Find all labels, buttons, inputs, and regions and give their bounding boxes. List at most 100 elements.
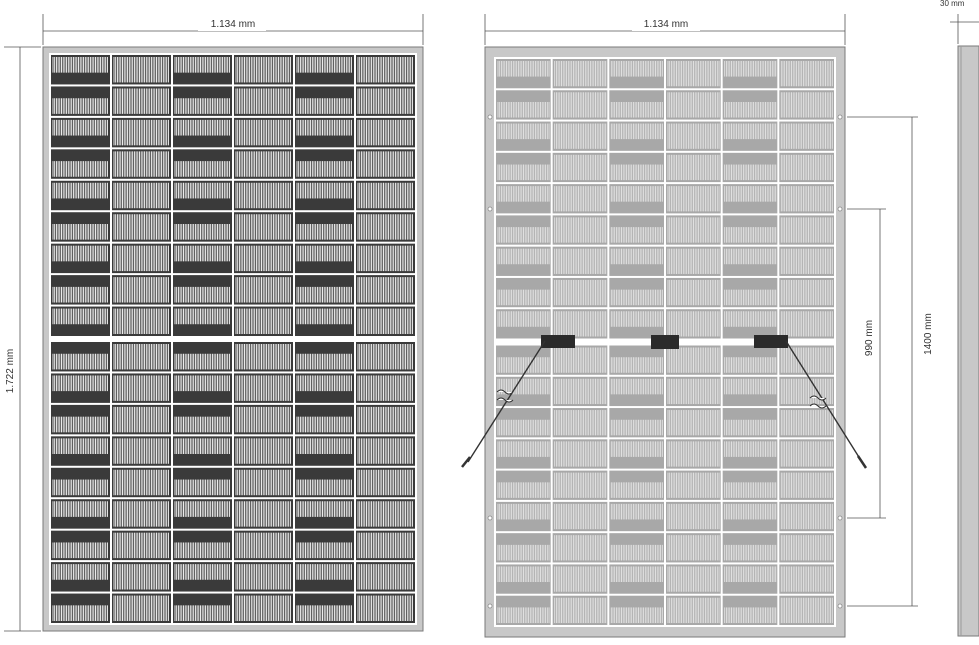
cell-fingers (296, 98, 352, 114)
solar-cell (609, 90, 664, 120)
front-width-label: 1.134 mm (211, 19, 255, 30)
solar-cell (234, 499, 293, 529)
solar-cell (722, 184, 778, 214)
cell-fingers (174, 57, 230, 73)
cell-fingers (357, 438, 413, 464)
cell-fingers (780, 535, 833, 561)
cell-fingers (174, 286, 230, 303)
cell-fingers (724, 186, 777, 202)
cell-fingers (52, 605, 108, 621)
cell-fingers (357, 119, 413, 146)
cell-fingers (780, 378, 833, 405)
cell-fingers (554, 92, 607, 118)
cell-fingers (610, 378, 663, 395)
cell-fingers (52, 501, 108, 517)
solar-cell (112, 404, 171, 435)
cell-fingers (610, 101, 663, 118)
solar-cell (112, 373, 171, 403)
cell-fingers (235, 469, 291, 496)
solar-cell (666, 345, 721, 375)
solar-cell (356, 404, 415, 435)
solar-cell (496, 345, 551, 375)
solar-cell (552, 59, 608, 89)
solar-cell (552, 533, 608, 563)
solar-cell (112, 180, 171, 211)
solar-cell (722, 501, 778, 532)
cell-fingers (52, 182, 108, 199)
cell-fingers (174, 564, 230, 580)
cell-fingers (724, 503, 777, 520)
solar-cell (173, 117, 232, 148)
solar-cell (609, 184, 664, 214)
solar-cell (234, 212, 293, 242)
solar-cell (173, 275, 232, 305)
solar-cell (295, 243, 354, 274)
solar-cell (722, 215, 778, 245)
solar-cell (609, 376, 664, 407)
solar-cell (112, 499, 171, 529)
cell-fingers (724, 248, 777, 265)
solar-cell (173, 562, 232, 592)
cell-fingers (724, 441, 777, 457)
solar-cell (722, 470, 778, 500)
cell-fingers (554, 597, 607, 623)
cell-fingers (357, 245, 413, 272)
solar-cell (51, 55, 110, 85)
solar-cell (173, 180, 232, 211)
front-cell-area (49, 53, 417, 625)
cell-fingers (554, 186, 607, 212)
cell-fingers (357, 469, 413, 496)
solar-cell (295, 180, 354, 211)
solar-cell (496, 439, 551, 469)
mounting-holes (487, 114, 843, 609)
solar-cell (173, 342, 232, 372)
solar-cell (112, 55, 171, 85)
cell-fingers (554, 248, 607, 274)
junction-box-center (651, 335, 679, 349)
solar-cell (666, 215, 721, 245)
cell-fingers (113, 532, 169, 559)
cell-fingers (724, 607, 777, 623)
solar-cell (666, 184, 721, 214)
solar-cell (779, 246, 834, 276)
cell-fingers (52, 542, 108, 559)
cell-fingers (113, 182, 169, 209)
solar-cell (234, 180, 293, 211)
cell-fingers (554, 279, 607, 306)
solar-cell (295, 306, 354, 336)
solar-cell (51, 593, 110, 623)
solar-cell (666, 59, 721, 89)
dimension-front-height: 1.722 mm (4, 46, 41, 632)
solar-cell (295, 373, 354, 403)
cell-fingers (667, 566, 720, 592)
solar-cell (609, 439, 664, 469)
cell-fingers (52, 224, 108, 240)
cell-fingers (296, 438, 352, 454)
cell-fingers (554, 154, 607, 181)
cell-fingers (357, 532, 413, 559)
solar-cell (779, 309, 834, 339)
cable-right (785, 340, 868, 469)
cell-fingers (780, 410, 833, 436)
solar-cell (112, 306, 171, 336)
cell-fingers (724, 164, 777, 181)
solar-cell (356, 180, 415, 211)
cell-fingers (357, 88, 413, 114)
solar-cell (234, 342, 293, 372)
cell-fingers (497, 503, 550, 520)
solar-cell (722, 408, 778, 438)
cell-fingers (724, 378, 777, 395)
solar-cell (496, 277, 551, 308)
solar-cell (722, 152, 778, 183)
solar-cell (51, 436, 110, 466)
cell-fingers (610, 164, 663, 181)
cell-fingers (554, 441, 607, 467)
solar-cell (496, 501, 551, 532)
cell-fingers (724, 311, 777, 327)
solar-cell (112, 212, 171, 242)
cell-fingers (52, 479, 108, 496)
solar-cell (552, 121, 608, 151)
cell-fingers (667, 347, 720, 373)
cell-fingers (610, 248, 663, 265)
